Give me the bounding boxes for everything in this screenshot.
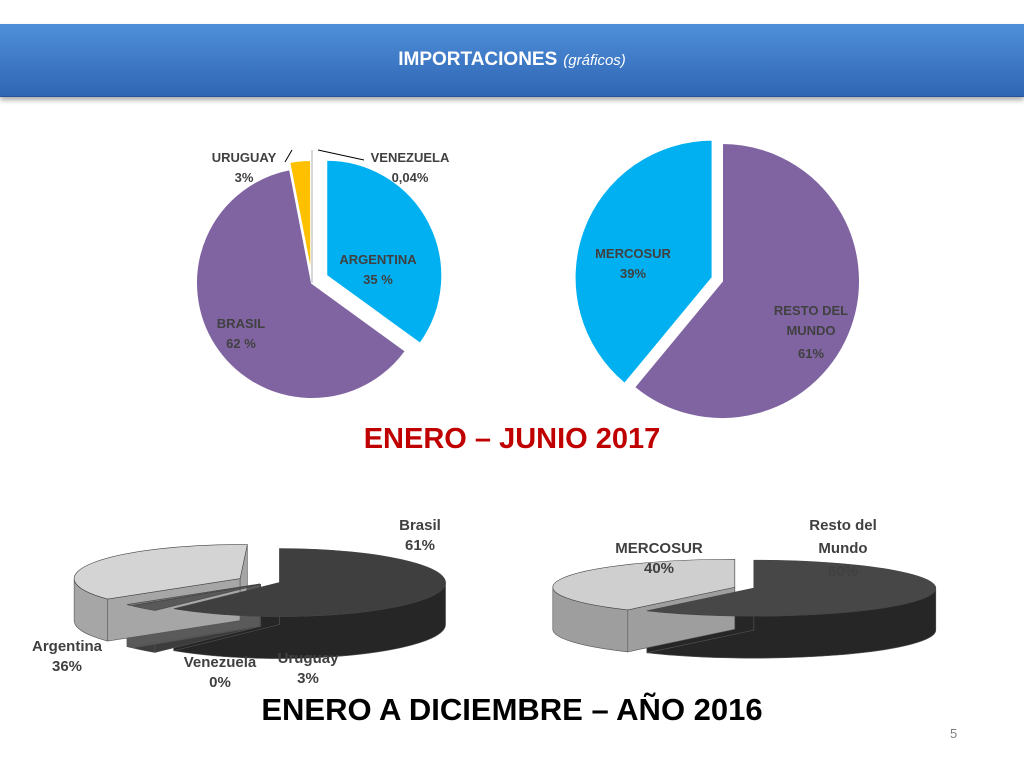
section-title-2016: ENERO A DICIEMBRE – AÑO 2016 [261, 692, 763, 727]
pie-2016-blocs-slice-mercosur [552, 558, 736, 611]
uruguay-2017-value-label: 3% [235, 170, 254, 185]
header-subtitle: (gráficos) [563, 51, 626, 69]
venezuela-2017-value-label: 0,04% [392, 170, 429, 185]
pie-2017-countries-slice-brasil [195, 167, 408, 400]
uruguay-2017-name-label: URUGUAY [212, 150, 277, 165]
resto-del-mundo-2017-name-label: RESTO DEL MUNDO [774, 303, 848, 338]
resto-del-mundo-2017-value-label: 61% [798, 346, 824, 361]
brasil-2016-name-label: Brasil [399, 517, 441, 534]
pie-2016-countries-slice-uruguay [132, 584, 261, 611]
pie-2017-blocs-slice-resto-del-mundo [632, 141, 861, 420]
pie-2017-countries-slice-argentina [325, 158, 444, 346]
section-title-2017: ENERO – JUNIO 2017 [363, 423, 661, 455]
pie-2016-countries-slice-brasil [173, 548, 446, 617]
mercosur-2017-value-label: 39% [620, 266, 646, 281]
uruguay-2016-name-label: Uruguay [278, 650, 340, 667]
pie-chart-2017-blocs [573, 138, 861, 420]
brasil-2016-value-label: 61% [405, 537, 435, 554]
brasil-2017-value-label: 62 % [226, 336, 256, 351]
pie-2016-countries-slice-argentina [73, 544, 248, 600]
chart-labels: ARGENTINA 35 % BRASIL 62 % URUGUAY 3% VENEZUEL… [32, 149, 877, 691]
pie-2016-countries-slice-venezuela [126, 583, 260, 607]
brasil-2017-name-label: BRASIL [217, 316, 265, 331]
pie-chart-2017-countries [195, 150, 444, 400]
argentina-2017-value-label: 35 % [363, 272, 393, 287]
venezuela-2016-name-label: Venezuela [184, 654, 257, 671]
venezuela-2017-name-label: VENEZUELA [371, 150, 450, 165]
venezuela-2016-value-label: 0% [209, 674, 231, 691]
mercosur-2016-value-label: 40% [644, 560, 674, 577]
header-banner: IMPORTACIONES (gráficos) [0, 24, 1024, 97]
argentina-2017-name-label: ARGENTINA [339, 252, 417, 267]
venezuela-leader-line [317, 149, 365, 161]
header-title: IMPORTACIONES [398, 49, 558, 70]
argentina-2016-value-label: 36% [52, 658, 82, 675]
uruguay-leader-line [284, 149, 293, 163]
pie-chart-2016-blocs [552, 558, 937, 659]
page-number: 5 [950, 726, 958, 741]
resto-del-mundo-2016-value-label: 60% [828, 563, 858, 580]
pie-2017-blocs-slice-mercosur [573, 138, 714, 386]
uruguay-2016-value-label: 3% [297, 670, 319, 687]
mercosur-2016-name-label: MERCOSUR [615, 540, 703, 557]
argentina-2016-name-label: Argentina [32, 638, 103, 655]
resto-del-mundo-2016-name-label: Resto del Mundo [809, 517, 877, 557]
mercosur-2017-name-label: MERCOSUR [595, 246, 671, 261]
pie-chart-2016-countries [73, 544, 446, 659]
pie-2016-blocs-slice-resto-del-mundo [646, 559, 937, 617]
